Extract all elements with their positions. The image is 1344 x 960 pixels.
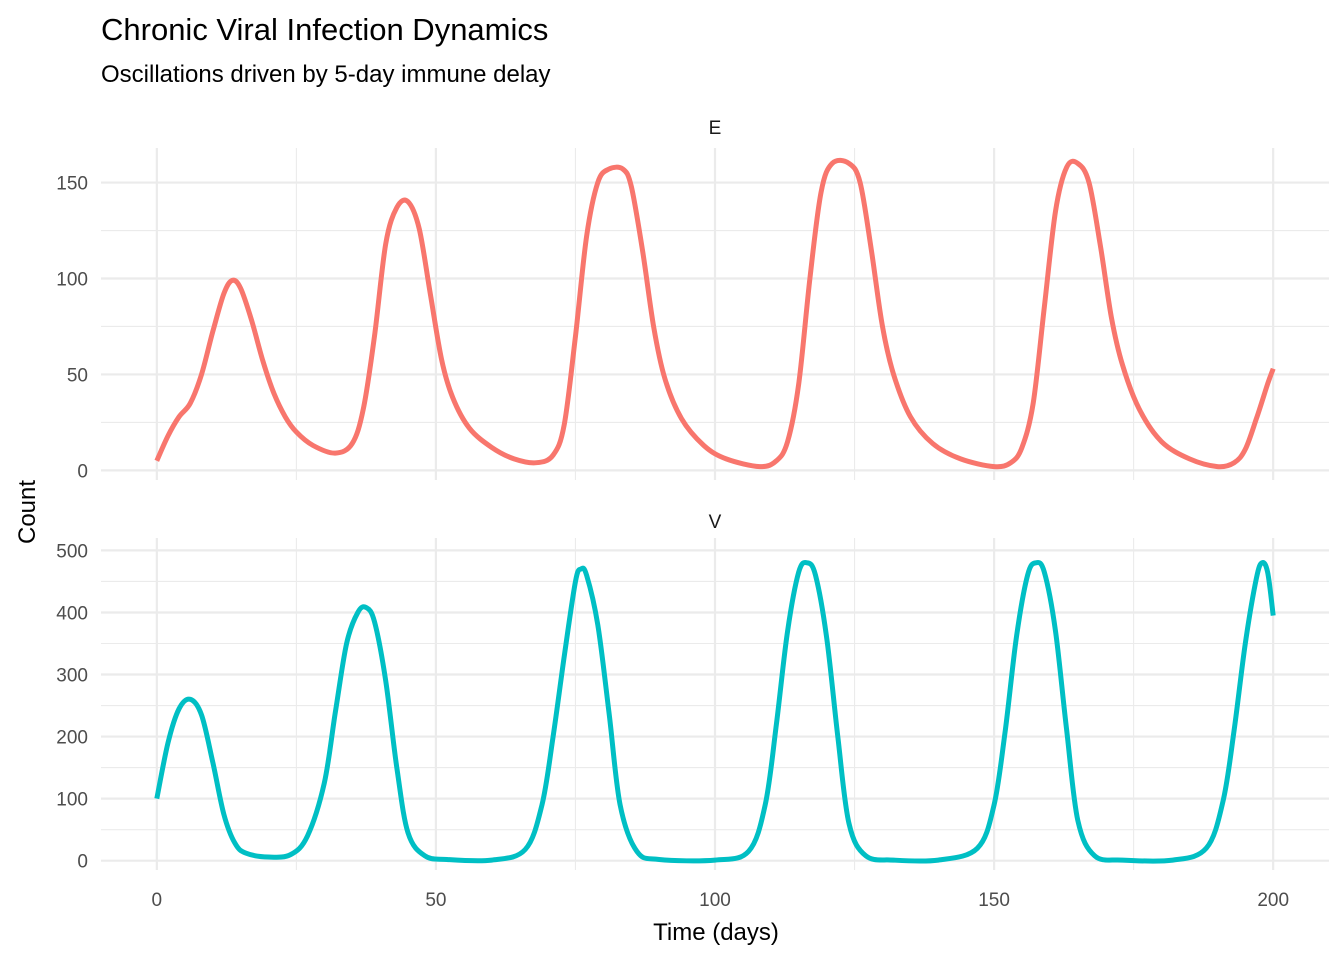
x-tick-label: 50: [425, 890, 446, 911]
facet-panel-v: V 0 100 200 300 400 500: [56, 512, 1329, 873]
x-tick-label: 200: [1257, 890, 1289, 911]
y-tick-label: 400: [56, 603, 88, 624]
x-axis-title: Time (days): [653, 919, 779, 946]
y-tick-label: 0: [77, 461, 88, 482]
x-tick-labels: 0 50 100 150 200: [152, 890, 1290, 911]
x-tick-label: 150: [978, 890, 1010, 911]
y-tick-label: 100: [56, 790, 88, 811]
major-gridlines: [101, 148, 1329, 480]
series-line-e: [154, 157, 1276, 470]
y-tick-label: 500: [56, 541, 88, 562]
chart-title: Chronic Viral Infection Dynamics: [101, 12, 548, 47]
y-tick-labels: 0 100 200 300 400 500: [56, 541, 88, 872]
x-tick-label: 0: [152, 890, 163, 911]
facet-panel-e: E 0 50 100 150: [56, 118, 1329, 482]
chart-subtitle: Oscillations driven by 5-day immune dela…: [101, 61, 551, 88]
y-axis-title: Count: [14, 480, 41, 544]
x-tick-label: 100: [699, 890, 731, 911]
y-tick-labels: 0 50 100 150: [56, 174, 88, 483]
y-tick-label: 50: [67, 365, 88, 386]
y-tick-label: 200: [56, 728, 88, 749]
y-tick-label: 0: [77, 852, 88, 873]
strip-label-v: V: [709, 512, 722, 533]
y-tick-label: 100: [56, 269, 88, 290]
major-gridlines: [101, 538, 1329, 870]
y-tick-label: 300: [56, 666, 88, 687]
y-tick-label: 150: [56, 174, 88, 195]
series-line-v: [154, 559, 1276, 864]
strip-label-e: E: [709, 118, 722, 139]
